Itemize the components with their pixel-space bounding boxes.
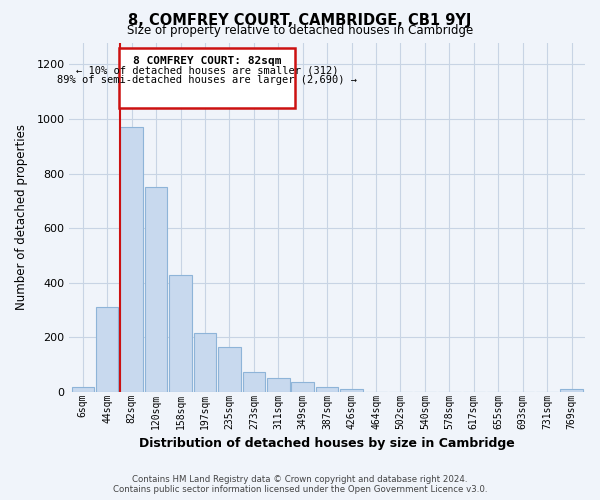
Bar: [71, 386, 94, 392]
FancyBboxPatch shape: [119, 48, 295, 108]
Bar: [218, 347, 241, 392]
Text: 8, COMFREY COURT, CAMBRIDGE, CB1 9YJ: 8, COMFREY COURT, CAMBRIDGE, CB1 9YJ: [128, 12, 472, 28]
Y-axis label: Number of detached properties: Number of detached properties: [15, 124, 28, 310]
X-axis label: Distribution of detached houses by size in Cambridge: Distribution of detached houses by size …: [139, 437, 515, 450]
Text: Size of property relative to detached houses in Cambridge: Size of property relative to detached ho…: [127, 24, 473, 37]
Bar: [121, 127, 143, 392]
Text: Contains HM Land Registry data © Crown copyright and database right 2024.
Contai: Contains HM Land Registry data © Crown c…: [113, 474, 487, 494]
Bar: [194, 334, 216, 392]
Bar: [169, 274, 192, 392]
Bar: [340, 390, 363, 392]
Bar: [292, 382, 314, 392]
Text: ← 10% of detached houses are smaller (312): ← 10% of detached houses are smaller (31…: [76, 66, 338, 76]
Bar: [242, 372, 265, 392]
Bar: [316, 386, 338, 392]
Bar: [267, 378, 290, 392]
Text: 8 COMFREY COURT: 82sqm: 8 COMFREY COURT: 82sqm: [133, 56, 281, 66]
Bar: [145, 187, 167, 392]
Text: 89% of semi-detached houses are larger (2,690) →: 89% of semi-detached houses are larger (…: [57, 76, 357, 86]
Bar: [560, 390, 583, 392]
Bar: [96, 308, 118, 392]
